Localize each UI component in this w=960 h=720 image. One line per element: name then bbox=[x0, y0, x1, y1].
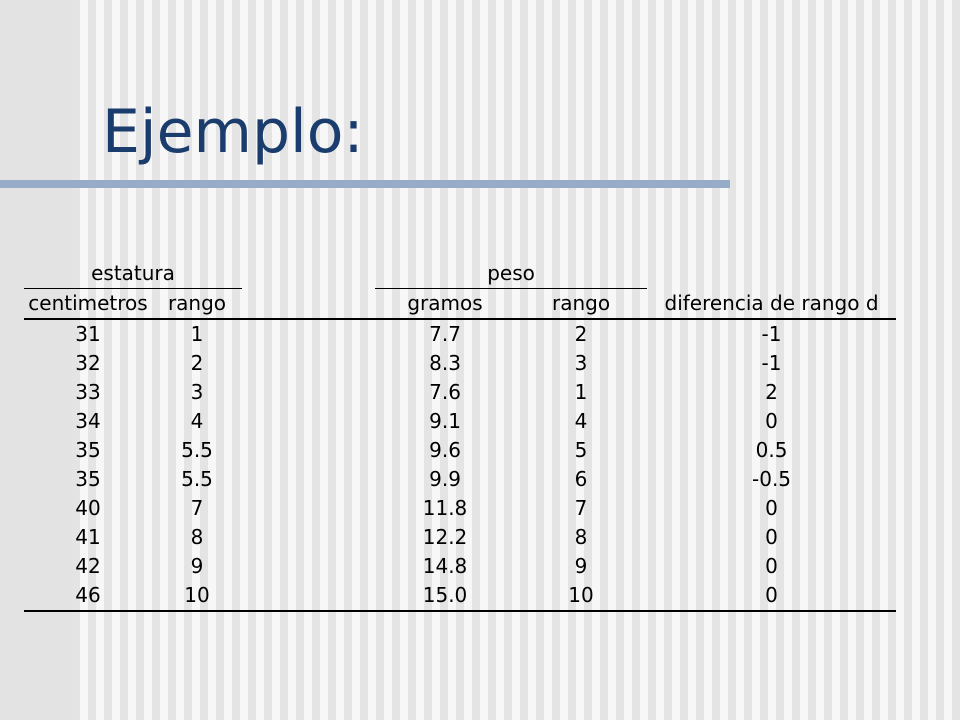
cell-spacer bbox=[242, 378, 375, 407]
header-spacer bbox=[242, 259, 375, 289]
table-row: 35 5.5 9.6 5 0.5 bbox=[24, 436, 896, 465]
cell-height-cm: 42 bbox=[75, 554, 101, 578]
cell-rank-diff: 0.5 bbox=[755, 438, 788, 462]
table-row: 32 2 8.3 3 -1 bbox=[24, 349, 896, 378]
cell-rank-diff: 2 bbox=[765, 380, 778, 404]
col-header-spacer bbox=[242, 288, 376, 320]
cell-height-rank: 4 bbox=[190, 409, 204, 433]
cell-spacer bbox=[242, 523, 375, 552]
cell-weight-rank: 10 bbox=[515, 581, 648, 612]
cell-weight-g: 7.7 bbox=[429, 322, 461, 346]
cell-height-rank: 3 bbox=[190, 380, 204, 404]
cell-spacer bbox=[242, 319, 375, 349]
cell-height-rank: 2 bbox=[190, 351, 204, 375]
cell-height-rank: 5.5 bbox=[181, 467, 213, 491]
cell-weight-rank: 8 bbox=[574, 525, 588, 549]
cell-weight-g: 14.8 bbox=[422, 554, 468, 578]
col-header-weight-g: gramos bbox=[375, 288, 516, 320]
cell-height-rank: 7 bbox=[190, 496, 204, 520]
cell-height-rank: 8 bbox=[190, 525, 204, 549]
table-row: 41 8 12.2 8 0 bbox=[24, 523, 896, 552]
cell-weight-rank: 1 bbox=[574, 380, 588, 404]
cell-rank-diff: 0 bbox=[765, 554, 778, 578]
cell-weight-rank: 3 bbox=[574, 351, 588, 375]
cell-weight-g: 9.9 bbox=[429, 467, 461, 491]
cell-rank-diff: 0 bbox=[765, 496, 778, 520]
cell-weight-rank: 5 bbox=[574, 438, 588, 462]
table-row: 31 1 7.7 2 -1 bbox=[24, 319, 896, 349]
cell-weight-g: 8.3 bbox=[429, 351, 461, 375]
cell-height-cm: 46 bbox=[24, 581, 152, 612]
column-header-row: centimetros rango gramos rango diferenci… bbox=[24, 288, 897, 320]
cell-height-rank: 10 bbox=[152, 581, 243, 612]
group-header-peso: peso bbox=[375, 259, 648, 289]
cell-spacer bbox=[242, 552, 375, 581]
header-spacer bbox=[647, 259, 896, 289]
cell-rank-diff: -0.5 bbox=[752, 467, 792, 491]
cell-spacer bbox=[242, 349, 375, 378]
col-header-height-cm: centimetros bbox=[24, 288, 152, 320]
table-row: 42 9 14.8 9 0 bbox=[24, 552, 896, 581]
cell-height-cm: 32 bbox=[75, 351, 101, 375]
rank-data-table: estatura peso centimetros rango gramos r… bbox=[24, 259, 897, 612]
cell-spacer bbox=[242, 581, 376, 612]
cell-weight-g: 12.2 bbox=[422, 525, 468, 549]
cell-weight-g: 11.8 bbox=[422, 496, 468, 520]
cell-spacer bbox=[242, 465, 375, 494]
group-header-row: estatura peso bbox=[24, 259, 896, 289]
cell-height-cm: 33 bbox=[75, 380, 101, 404]
cell-height-cm: 34 bbox=[75, 409, 101, 433]
table-row: 34 4 9.1 4 0 bbox=[24, 407, 896, 436]
cell-height-rank: 1 bbox=[190, 322, 204, 346]
cell-rank-diff: 0 bbox=[765, 409, 778, 433]
cell-height-cm: 40 bbox=[75, 496, 101, 520]
cell-rank-diff: 0 bbox=[765, 525, 778, 549]
cell-rank-diff: -1 bbox=[761, 351, 782, 375]
col-header-rank-diff: diferencia de rango d bbox=[647, 288, 897, 320]
cell-height-cm: 35 bbox=[75, 438, 101, 462]
cell-height-rank: 9 bbox=[190, 554, 204, 578]
slide-title: Ejemplo: bbox=[102, 97, 364, 167]
col-header-weight-rank: rango bbox=[515, 288, 648, 320]
cell-weight-g: 15.0 bbox=[375, 581, 516, 612]
cell-weight-rank: 7 bbox=[574, 496, 588, 520]
cell-spacer bbox=[242, 407, 375, 436]
table-row: 33 3 7.6 1 2 bbox=[24, 378, 896, 407]
cell-rank-diff: -1 bbox=[761, 322, 782, 346]
table-row: 46 10 15.0 10 0 bbox=[24, 581, 897, 612]
col-header-height-rank: rango bbox=[152, 288, 243, 320]
cell-weight-rank: 6 bbox=[574, 467, 588, 491]
cell-height-cm: 31 bbox=[75, 322, 101, 346]
cell-weight-g: 9.6 bbox=[429, 438, 461, 462]
cell-weight-g: 9.1 bbox=[429, 409, 461, 433]
cell-weight-rank: 4 bbox=[574, 409, 588, 433]
table-body: 31 1 7.7 2 -1 32 2 8.3 3 -1 33 3 7.6 1 2 34 4 9.1 4 0 35 5.5 9… bbox=[24, 319, 897, 612]
title-underline-bar bbox=[0, 180, 730, 188]
cell-weight-rank: 2 bbox=[574, 322, 588, 346]
cell-height-rank: 5.5 bbox=[181, 438, 213, 462]
table-row: 35 5.5 9.9 6 -0.5 bbox=[24, 465, 896, 494]
cell-rank-diff: 0 bbox=[647, 581, 897, 612]
table-row: 40 7 11.8 7 0 bbox=[24, 494, 896, 523]
cell-height-cm: 41 bbox=[75, 525, 101, 549]
cell-weight-g: 7.6 bbox=[429, 380, 461, 404]
group-header-estatura: estatura bbox=[24, 259, 243, 289]
cell-spacer bbox=[242, 436, 375, 465]
cell-spacer bbox=[242, 494, 375, 523]
cell-height-cm: 35 bbox=[75, 467, 101, 491]
cell-weight-rank: 9 bbox=[574, 554, 588, 578]
